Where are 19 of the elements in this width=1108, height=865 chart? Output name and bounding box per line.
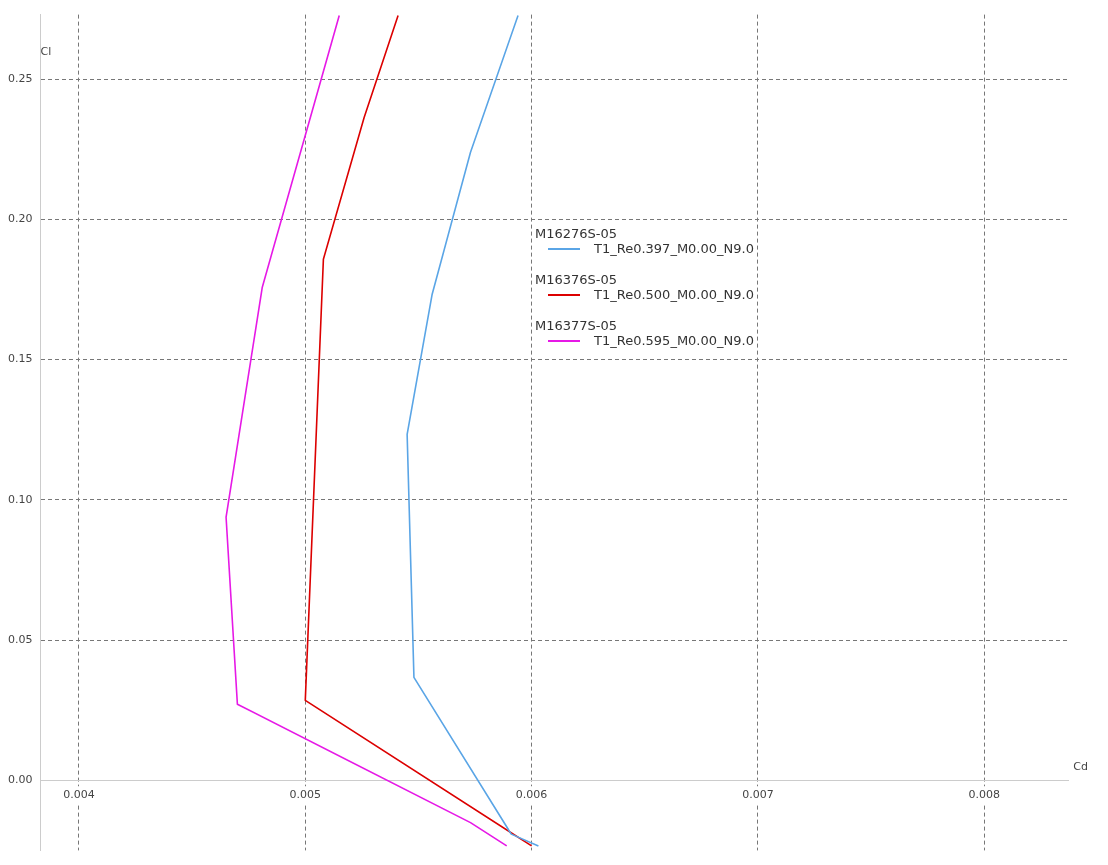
legend-label: T1_Re0.500_M0.00_N9.0 bbox=[594, 287, 754, 302]
annotation: M16377S-05 bbox=[532, 318, 621, 333]
x-tick-label: 0.007 bbox=[742, 787, 774, 801]
x-tick-label: 0.005 bbox=[289, 787, 322, 801]
y-tick-label: 0.05 bbox=[7, 632, 33, 646]
legend-label: T1_Re0.595_M0.00_N9.0 bbox=[594, 333, 754, 348]
y-tick-label: 0.15 bbox=[7, 352, 33, 366]
legend-label: T1_Re0.397_M0.00_N9.0 bbox=[594, 241, 754, 256]
x-tick-label: 0.004 bbox=[63, 787, 95, 801]
x-tick-label: 0.006 bbox=[515, 787, 548, 801]
y-tick-label: 0.20 bbox=[7, 212, 33, 226]
y-axis-title: Cl bbox=[40, 44, 52, 58]
annotation: M16376S-05 bbox=[532, 272, 621, 287]
x-axis-title: Cd bbox=[1073, 760, 1088, 774]
annotation: M16276S-05 bbox=[532, 226, 621, 241]
y-tick-label: 0.00 bbox=[7, 773, 33, 787]
x-tick-label: 0.008 bbox=[968, 787, 1001, 801]
y-tick-label: 0.10 bbox=[7, 492, 33, 506]
y-tick-label: 0.25 bbox=[7, 71, 33, 85]
